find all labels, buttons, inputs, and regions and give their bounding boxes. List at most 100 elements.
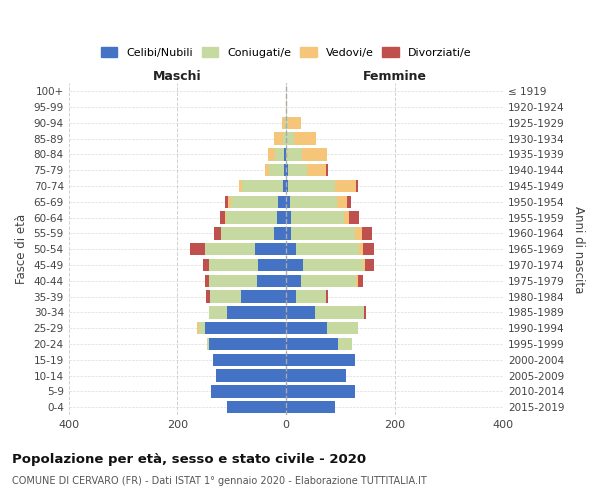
Bar <box>283 180 286 192</box>
Bar <box>288 116 301 129</box>
Bar <box>286 370 346 382</box>
Bar <box>286 132 293 145</box>
Bar <box>328 322 358 334</box>
Bar <box>302 148 328 160</box>
Bar <box>286 290 296 303</box>
Bar <box>286 306 316 318</box>
Bar <box>288 180 335 192</box>
Bar <box>228 196 230 208</box>
Bar <box>217 370 286 382</box>
Legend: Celibi/Nubili, Coniugati/e, Vedovi/e, Divorziati/e: Celibi/Nubili, Coniugati/e, Vedovi/e, Di… <box>96 42 476 62</box>
Bar <box>364 306 367 318</box>
Bar <box>205 322 286 334</box>
Bar <box>316 306 364 318</box>
Bar <box>278 196 286 208</box>
Bar <box>203 259 209 271</box>
Bar <box>285 116 286 129</box>
Bar <box>220 212 225 224</box>
Bar <box>286 386 355 398</box>
Bar <box>211 386 286 398</box>
Bar <box>286 164 288 176</box>
Bar <box>296 243 359 256</box>
Bar <box>307 164 326 176</box>
Bar <box>274 228 286 239</box>
Bar <box>286 101 287 113</box>
Bar <box>269 164 284 176</box>
Bar <box>286 212 292 224</box>
Bar <box>275 148 284 160</box>
Bar <box>337 196 347 208</box>
Bar <box>286 322 328 334</box>
Bar <box>286 243 296 256</box>
Bar <box>258 259 286 271</box>
Bar <box>274 132 283 145</box>
Bar <box>349 212 359 224</box>
Bar <box>284 164 286 176</box>
Y-axis label: Fasce di età: Fasce di età <box>15 214 28 284</box>
Bar <box>286 116 288 129</box>
Bar <box>197 322 199 334</box>
Bar <box>304 259 363 271</box>
Bar <box>277 212 286 224</box>
Bar <box>268 148 275 160</box>
Bar <box>254 243 286 256</box>
Bar <box>282 116 285 129</box>
Text: Popolazione per età, sesso e stato civile - 2020: Popolazione per età, sesso e stato civil… <box>12 452 366 466</box>
Bar <box>284 148 286 160</box>
Bar <box>286 148 302 160</box>
Bar <box>338 338 352 350</box>
Bar <box>362 228 372 239</box>
Bar <box>288 164 307 176</box>
Bar <box>239 180 242 192</box>
Bar <box>230 196 278 208</box>
Bar <box>286 196 290 208</box>
Bar <box>214 228 221 239</box>
Bar <box>359 243 363 256</box>
Bar <box>226 212 277 224</box>
Text: Maschi: Maschi <box>153 70 202 84</box>
Bar <box>292 228 355 239</box>
Bar <box>335 180 356 192</box>
Bar <box>292 212 344 224</box>
Bar <box>225 196 228 208</box>
Y-axis label: Anni di nascita: Anni di nascita <box>572 206 585 293</box>
Text: Femmine: Femmine <box>363 70 427 84</box>
Bar <box>344 212 349 224</box>
Bar <box>221 228 274 239</box>
Bar <box>209 306 227 318</box>
Bar <box>227 401 286 413</box>
Bar <box>209 259 258 271</box>
Bar <box>209 338 286 350</box>
Bar <box>293 132 316 145</box>
Bar <box>301 274 356 287</box>
Bar <box>347 196 351 208</box>
Bar <box>213 354 286 366</box>
Bar <box>286 259 304 271</box>
Bar <box>205 274 209 287</box>
Bar <box>363 243 374 256</box>
Bar <box>355 228 362 239</box>
Bar <box>363 259 365 271</box>
Bar <box>227 306 286 318</box>
Bar <box>207 338 209 350</box>
Bar <box>205 243 254 256</box>
Bar <box>286 354 355 366</box>
Bar <box>326 290 328 303</box>
Bar <box>225 212 226 224</box>
Text: COMUNE DI CERVARO (FR) - Dati ISTAT 1° gennaio 2020 - Elaborazione TUTTITALIA.IT: COMUNE DI CERVARO (FR) - Dati ISTAT 1° g… <box>12 476 427 486</box>
Bar <box>286 338 338 350</box>
Bar <box>356 180 358 192</box>
Bar <box>286 274 301 287</box>
Bar <box>286 228 292 239</box>
Bar <box>356 274 358 287</box>
Bar <box>358 274 363 287</box>
Bar <box>365 259 374 271</box>
Bar <box>190 243 205 256</box>
Bar <box>257 274 286 287</box>
Bar <box>296 290 326 303</box>
Bar <box>210 290 241 303</box>
Bar <box>286 180 288 192</box>
Bar <box>209 274 257 287</box>
Bar <box>290 196 337 208</box>
Bar <box>199 322 205 334</box>
